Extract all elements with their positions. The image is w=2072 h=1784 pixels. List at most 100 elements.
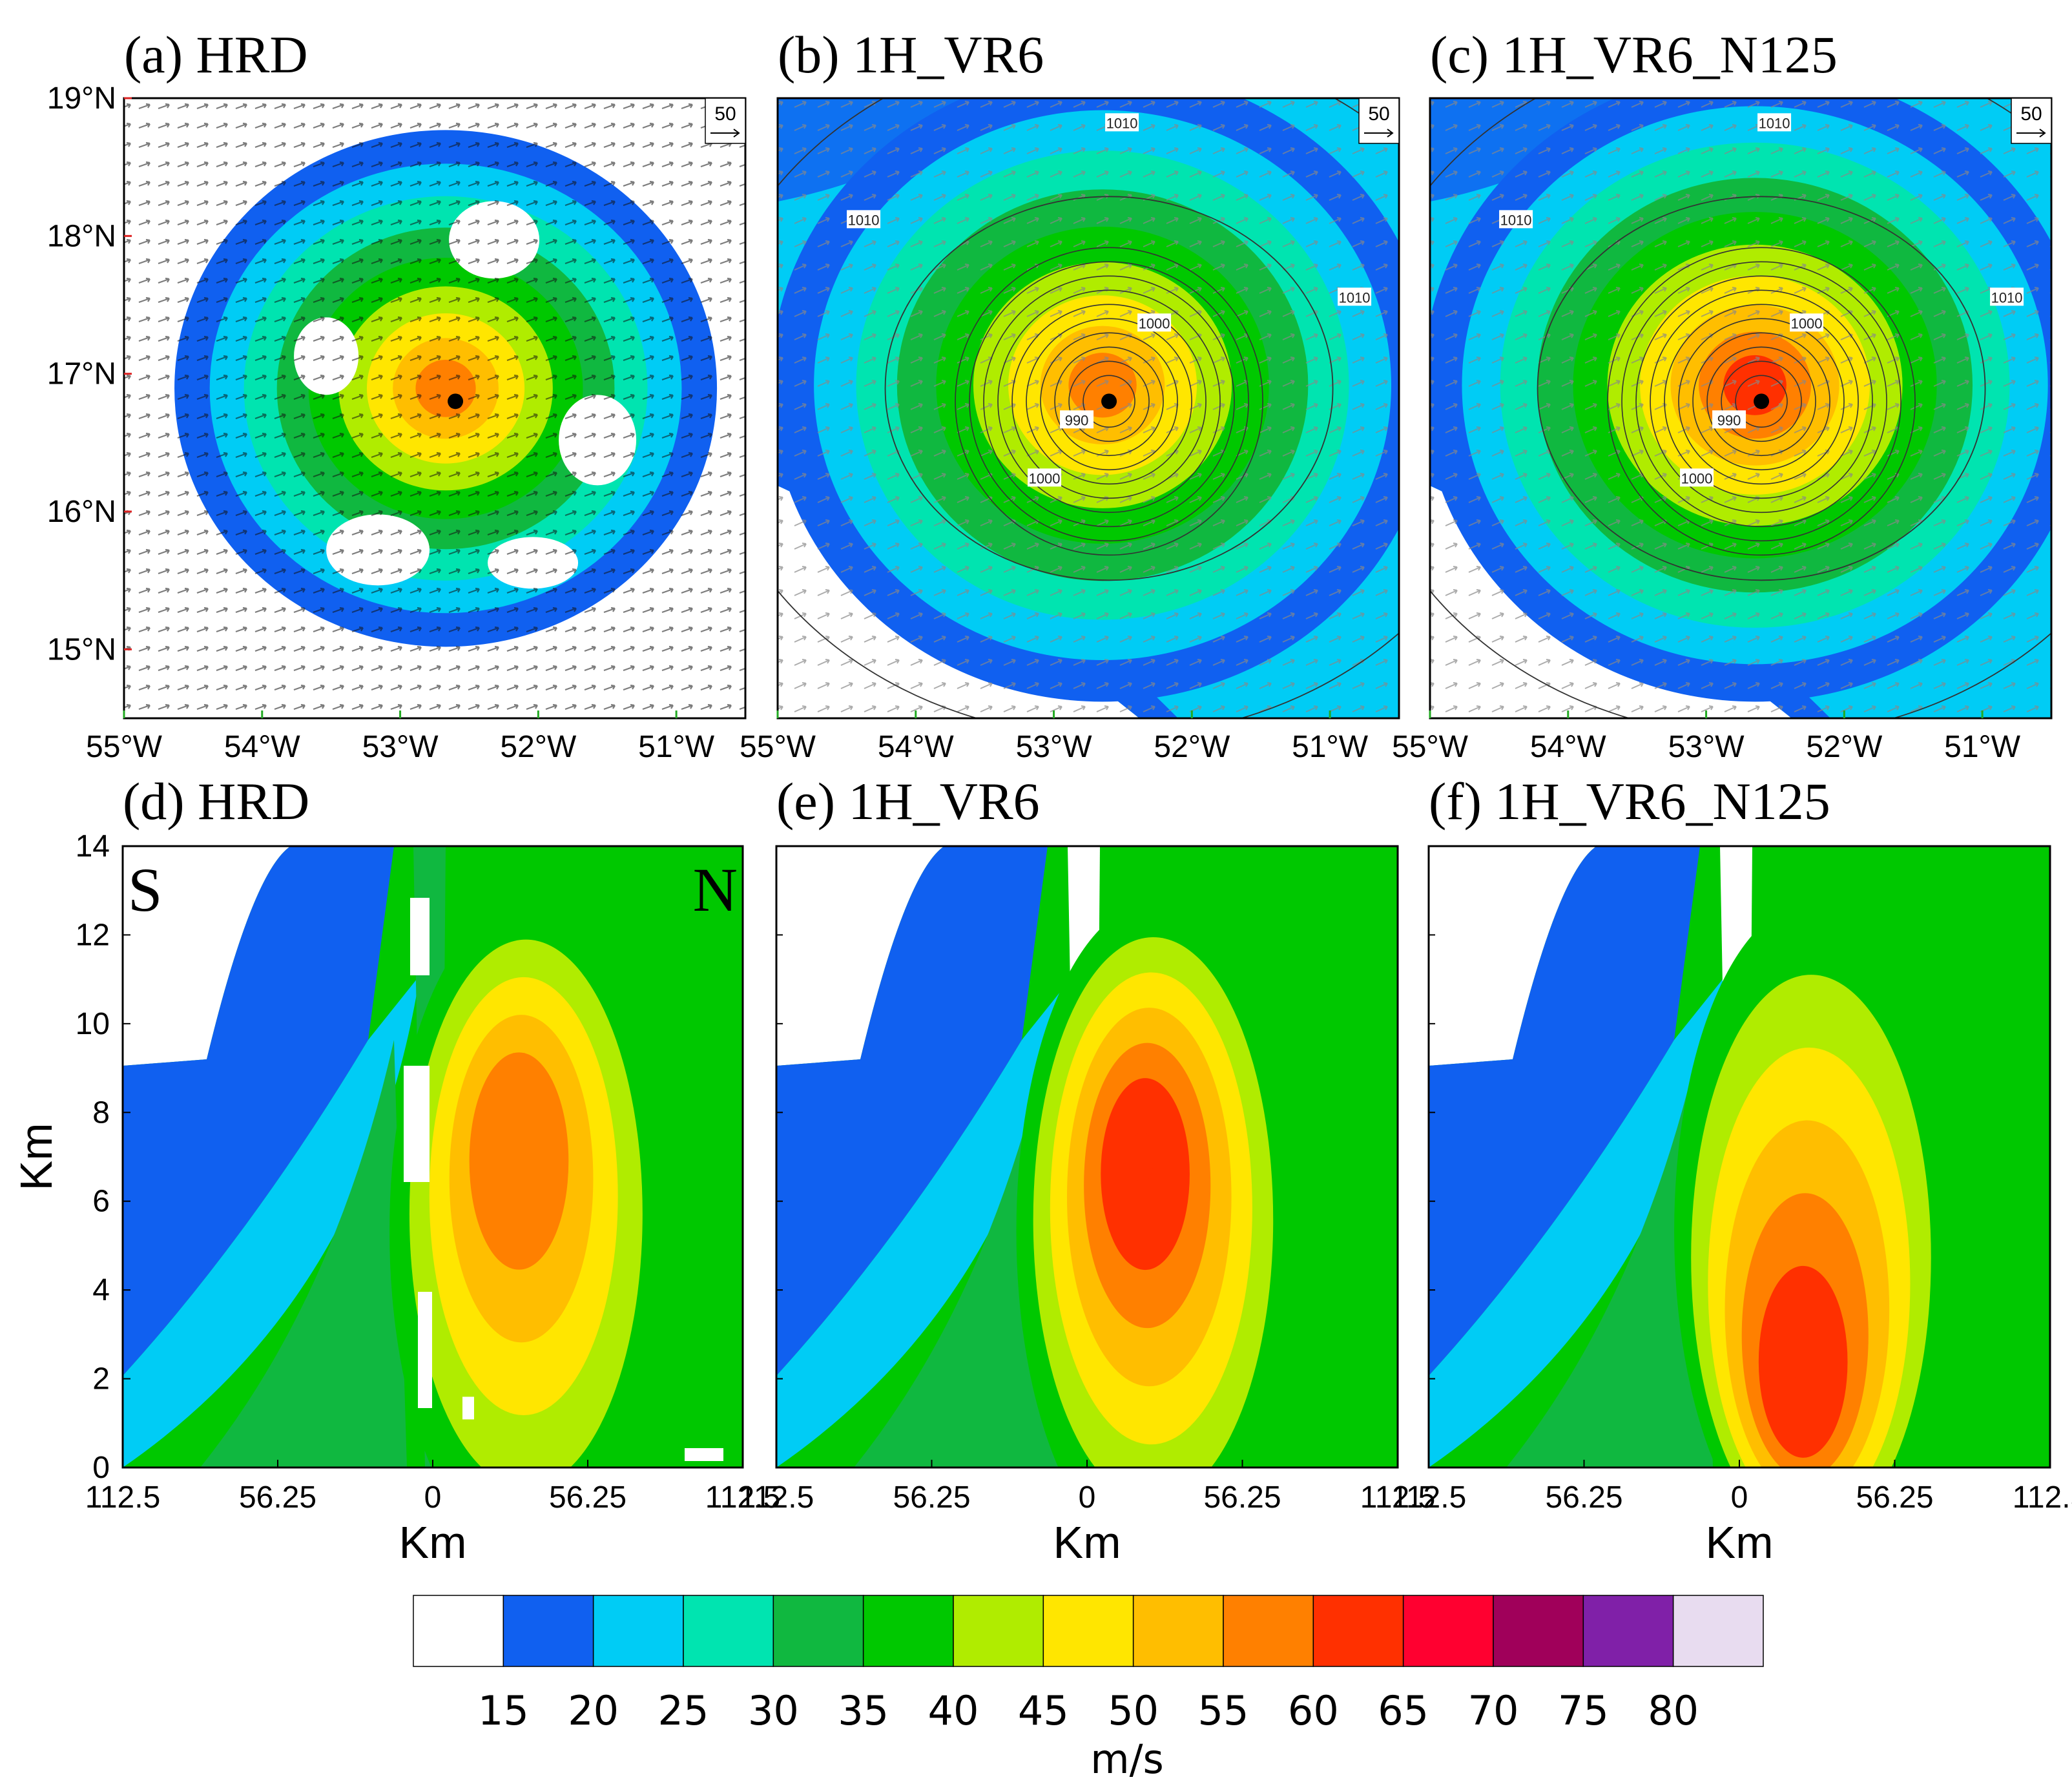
colorbar-swatch: [413, 1595, 504, 1667]
colorbar-swatch: [953, 1595, 1044, 1667]
y-tick-label: 17°N: [47, 357, 116, 391]
isobar-label: 990: [1065, 412, 1089, 428]
x-tick-label: 51°W: [638, 730, 715, 764]
panel-title: (a) HRD: [124, 25, 308, 84]
weak-wind-top: [776, 846, 944, 1066]
plan-view-panel-c: 1010 1010 1010 1000 1000 990 50 (c) 1H_VR6_N125…: [1392, 25, 2053, 764]
panel-title: (e) 1H_VR6: [776, 772, 1040, 831]
x-tick-label: 56.25: [1545, 1480, 1622, 1515]
south-label: S: [128, 855, 162, 924]
x-tick-label: 52°W: [500, 730, 577, 764]
isobar-label-box: [1790, 313, 1824, 332]
storm-center-marker: [1101, 393, 1117, 410]
isobar-label: 1010: [1339, 289, 1371, 306]
vector-scale-box: [1358, 98, 1400, 144]
x-tick-label: 51°W: [1292, 730, 1369, 764]
isobar-label-box: [1028, 468, 1062, 487]
x-tick-label: 54°W: [1530, 730, 1607, 764]
y-tick-label: 10: [76, 1007, 110, 1041]
x-tick-label: 56.25: [549, 1480, 627, 1515]
plan-view-panel-b: 1010 1010 1010 1000 1000 990 50 (b) 1H_VR6 55°W 5…: [740, 25, 1400, 764]
y-tick-label: 0: [92, 1451, 110, 1485]
isobar-label: 1000: [1139, 315, 1170, 331]
colorbar-label: 55: [1198, 1687, 1249, 1734]
colorbar-label: 60: [1288, 1687, 1339, 1734]
isobar: [1664, 304, 1859, 499]
y-tick-label: 18°N: [47, 219, 116, 253]
colorbar-swatch: [1042, 1595, 1134, 1667]
isobar-label: 1000: [1029, 470, 1061, 486]
isobar: [1692, 332, 1830, 471]
band-20: [123, 846, 394, 1376]
isobar: [955, 247, 1263, 556]
colorbar-label: 15: [478, 1687, 529, 1734]
x-tick-label: 112.5: [2013, 1480, 2072, 1515]
y-tick-label: 8: [92, 1095, 110, 1130]
panel-title: (b) 1H_VR6: [778, 25, 1044, 84]
isobar: [1650, 289, 1873, 513]
colorbar-swatch: [1402, 1595, 1494, 1667]
x-tick-label: 55°W: [740, 730, 816, 764]
colorbar-swatch: [502, 1595, 594, 1667]
colorbar-swatch: [862, 1595, 954, 1667]
y-axis-label: Km: [11, 1123, 61, 1191]
y-tick-label: 15°N: [47, 632, 116, 667]
vector-scale-arrow: [710, 129, 740, 138]
wind-vectors: [124, 98, 745, 718]
band-25: [776, 975, 1073, 1468]
wind-maximum: [504, 1108, 527, 1161]
band-25: [123, 975, 420, 1468]
x-tick-label: 56.25: [1856, 1480, 1933, 1515]
isobar-label-box: [1757, 113, 1792, 132]
y-tick-label: 16°N: [47, 495, 116, 529]
eyewall-band-55: [469, 1052, 569, 1270]
x-tick-label: 52°W: [1806, 730, 1883, 764]
isobar: [1011, 304, 1207, 499]
band-20: [1429, 846, 1700, 1376]
colorbar-swatch: [1493, 1595, 1584, 1667]
band-25: [1429, 975, 1726, 1468]
x-tick-label: 112.5: [1360, 1480, 1436, 1515]
x-tick-label: 56.25: [239, 1480, 316, 1515]
x-tick-label: 56.25: [1203, 1480, 1281, 1515]
vector-scale-box: [2011, 98, 2052, 144]
storm-center-marker: [1754, 393, 1770, 410]
weak-wind-top: [1429, 846, 1597, 1066]
isobar-label-box: [847, 210, 881, 229]
panel-frame: [776, 97, 1400, 720]
vector-scale-arrow: [2016, 129, 2046, 138]
x-axis-label: Km: [399, 1517, 467, 1568]
isobar-label-box: [1680, 468, 1714, 487]
data-gap: [404, 1066, 430, 1182]
y-tick-label: 12: [76, 918, 110, 952]
isobar-label-box: [1338, 287, 1372, 306]
y-tick-label: 19°N: [47, 81, 116, 116]
y-tick-label: 2: [92, 1362, 110, 1396]
panel-title: (f) 1H_VR6_N125: [1429, 772, 1830, 831]
isobar: [969, 261, 1249, 542]
isobar-label-box: [1137, 313, 1172, 332]
isobar: [1083, 375, 1135, 428]
isobar: [997, 289, 1221, 513]
isobar: [884, 196, 1334, 581]
colorbar-swatch: [1312, 1595, 1404, 1667]
isobar: [1054, 346, 1164, 457]
isobar: [1735, 375, 1788, 428]
x-tick-label: 112.5: [1391, 1480, 1467, 1515]
colorbar-swatch: [1223, 1595, 1314, 1667]
wind-maximum: [1130, 1131, 1154, 1183]
isobar: [1706, 346, 1816, 457]
x-tick-label: 53°W: [362, 730, 439, 764]
isobar: [1607, 247, 1916, 556]
wind-maximum: [1788, 1374, 1812, 1427]
isobar: [1678, 318, 1845, 485]
isobar-label: 1010: [1759, 115, 1790, 131]
colorbar-label: 20: [568, 1687, 619, 1734]
band-20: [776, 846, 1048, 1376]
x-tick-label: 53°W: [1016, 730, 1093, 764]
band-35: [854, 1040, 1061, 1468]
x-tick-label: 54°W: [878, 730, 955, 764]
x-tick-label: 55°W: [1392, 730, 1469, 764]
isobar-label: 1010: [848, 212, 880, 228]
band-35: [200, 1040, 407, 1468]
